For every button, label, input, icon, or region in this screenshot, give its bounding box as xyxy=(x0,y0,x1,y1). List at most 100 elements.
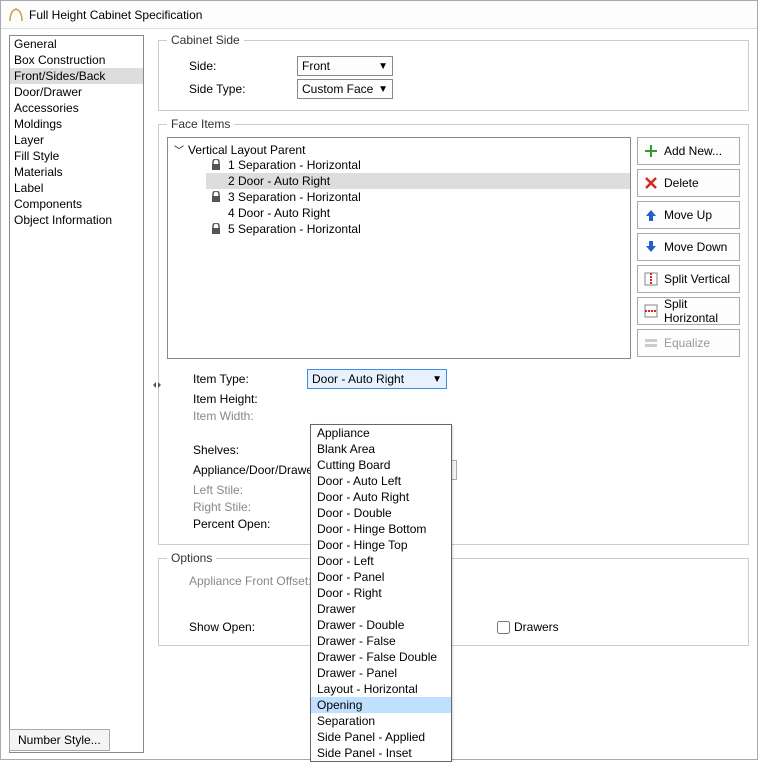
tree-item[interactable]: 2 Door - Auto Right xyxy=(206,173,630,189)
dropdown-option[interactable]: Door - Panel xyxy=(311,569,451,585)
plus-icon xyxy=(644,144,658,158)
dropdown-option[interactable]: Drawer - False Double xyxy=(311,649,451,665)
item-type-value: Door - Auto Right xyxy=(312,372,404,386)
x-icon xyxy=(644,176,658,190)
chevron-down-icon: ▼ xyxy=(432,374,442,385)
equalize-icon xyxy=(644,336,658,350)
split-vertical-button[interactable]: Split Vertical xyxy=(637,265,740,293)
delete-button[interactable]: Delete xyxy=(637,169,740,197)
options-group: Options Appliance Front Offset: Show Ope… xyxy=(158,551,749,646)
arrow-up-icon xyxy=(644,208,658,222)
move-up-button[interactable]: Move Up xyxy=(637,201,740,229)
arrow-down-icon xyxy=(644,240,658,254)
add-new-button[interactable]: Add New... xyxy=(637,137,740,165)
face-items-buttons: Add New... Delete Move Up xyxy=(637,137,740,359)
dropdown-option[interactable]: Door - Hinge Bottom xyxy=(311,521,451,537)
dropdown-option[interactable]: Layout - Horizontal xyxy=(311,681,451,697)
tree-item[interactable]: 1 Separation - Horizontal xyxy=(206,157,630,173)
dropdown-option[interactable]: Opening xyxy=(311,697,451,713)
side-combobox[interactable]: Front ▼ xyxy=(297,56,393,76)
lock-icon xyxy=(210,223,222,235)
drawers-checkbox-input[interactable] xyxy=(497,621,510,634)
shelves-label: Shelves: xyxy=(167,443,307,457)
face-items-legend: Face Items xyxy=(167,117,234,131)
dropdown-option[interactable]: Door - Double xyxy=(311,505,451,521)
tree-item-label: 4 Door - Auto Right xyxy=(228,206,330,220)
sidebar-item[interactable]: Label xyxy=(10,180,143,196)
dialog-window: Full Height Cabinet Specification Genera… xyxy=(0,0,758,760)
sidebar-item[interactable]: Moldings xyxy=(10,116,143,132)
dropdown-option[interactable]: Side Panel - Applied xyxy=(311,729,451,745)
sidebar-item[interactable]: Fill Style xyxy=(10,148,143,164)
tree-parent[interactable]: ﹀ Vertical Layout Parent xyxy=(172,142,630,157)
splitter-handle[interactable] xyxy=(151,379,163,391)
equalize-button[interactable]: Equalize xyxy=(637,329,740,357)
dropdown-option[interactable]: Separation xyxy=(311,713,451,729)
dropdown-option[interactable]: Drawer - Double xyxy=(311,617,451,633)
lock-icon xyxy=(210,191,222,203)
side-type-value: Custom Face xyxy=(302,82,373,96)
item-type-combobox[interactable]: Door - Auto Right ▼ xyxy=(307,369,447,389)
show-open-label: Show Open: xyxy=(167,620,327,634)
dropdown-option[interactable]: Door - Left xyxy=(311,553,451,569)
titlebar: Full Height Cabinet Specification xyxy=(1,1,757,29)
face-items-group: Face Items ﹀ Vertical Layout Parent 1 Se… xyxy=(158,117,749,545)
dropdown-option[interactable]: Drawer - Panel xyxy=(311,665,451,681)
collapse-icon[interactable]: ﹀ xyxy=(174,142,184,157)
split-vertical-icon xyxy=(644,272,658,286)
dialog-body: GeneralBox ConstructionFront/Sides/BackD… xyxy=(1,29,757,759)
sidebar-item[interactable]: Front/Sides/Back xyxy=(10,68,143,84)
dropdown-option[interactable]: Blank Area xyxy=(311,441,451,457)
tree-item[interactable]: 3 Separation - Horizontal xyxy=(206,189,630,205)
side-type-combobox[interactable]: Custom Face ▼ xyxy=(297,79,393,99)
item-width-label: Item Width: xyxy=(167,409,307,423)
tree-item[interactable]: 5 Separation - Horizontal xyxy=(206,221,630,237)
lock-icon xyxy=(210,175,222,187)
tree-item-label: 1 Separation - Horizontal xyxy=(228,158,361,172)
sidebar-item[interactable]: Door/Drawer xyxy=(10,84,143,100)
appliance-front-offset-label: Appliance Front Offset: xyxy=(167,574,327,588)
dropdown-option[interactable]: Door - Auto Left xyxy=(311,473,451,489)
split-horizontal-button[interactable]: Split Horizontal xyxy=(637,297,740,325)
tree-item-label: 3 Separation - Horizontal xyxy=(228,190,361,204)
lock-icon xyxy=(210,159,222,171)
side-value: Front xyxy=(302,59,330,73)
item-height-label: Item Height: xyxy=(167,392,307,406)
sidebar-item[interactable]: Accessories xyxy=(10,100,143,116)
chevron-down-icon: ▼ xyxy=(378,84,388,95)
face-items-tree[interactable]: ﹀ Vertical Layout Parent 1 Separation - … xyxy=(167,137,631,359)
sidebar-item[interactable]: Object Information xyxy=(10,212,143,228)
cabinet-side-group: Cabinet Side Side: Front ▼ Side Type: Cu… xyxy=(158,33,749,111)
side-type-label: Side Type: xyxy=(167,82,297,96)
cabinet-side-legend: Cabinet Side xyxy=(167,33,244,47)
tree-parent-label: Vertical Layout Parent xyxy=(188,143,305,157)
sidebar-item[interactable]: Components xyxy=(10,196,143,212)
dropdown-option[interactable]: Door - Hinge Top xyxy=(311,537,451,553)
percent-open-label: Percent Open: xyxy=(167,517,307,531)
drawers-checkbox[interactable]: Drawers xyxy=(497,620,559,634)
side-label: Side: xyxy=(167,59,297,73)
lock-icon xyxy=(210,207,222,219)
sidebar-item[interactable]: Box Construction xyxy=(10,52,143,68)
sidebar-item[interactable]: Layer xyxy=(10,132,143,148)
sidebar-item[interactable]: General xyxy=(10,36,143,52)
item-type-dropdown[interactable]: ApplianceBlank AreaCutting BoardDoor - A… xyxy=(310,424,452,762)
dropdown-option[interactable]: Side Panel - Inset xyxy=(311,745,451,761)
drawers-checkbox-label: Drawers xyxy=(514,620,559,634)
move-down-button[interactable]: Move Down xyxy=(637,233,740,261)
dropdown-option[interactable]: Door - Right xyxy=(311,585,451,601)
options-legend: Options xyxy=(167,551,216,565)
sidebar-item[interactable]: Materials xyxy=(10,164,143,180)
dropdown-option[interactable]: Appliance xyxy=(311,425,451,441)
dropdown-option[interactable]: Cutting Board xyxy=(311,457,451,473)
main-panel: Cabinet Side Side: Front ▼ Side Type: Cu… xyxy=(144,29,757,759)
category-sidebar: GeneralBox ConstructionFront/Sides/BackD… xyxy=(9,35,144,753)
number-style-button[interactable]: Number Style... xyxy=(9,729,110,751)
dropdown-option[interactable]: Door - Auto Right xyxy=(311,489,451,505)
dropdown-option[interactable]: Drawer - False xyxy=(311,633,451,649)
split-horizontal-icon xyxy=(644,304,658,318)
dropdown-option[interactable]: Drawer xyxy=(311,601,451,617)
tree-item[interactable]: 4 Door - Auto Right xyxy=(206,205,630,221)
chevron-down-icon: ▼ xyxy=(378,61,388,72)
app-icon xyxy=(9,8,23,22)
